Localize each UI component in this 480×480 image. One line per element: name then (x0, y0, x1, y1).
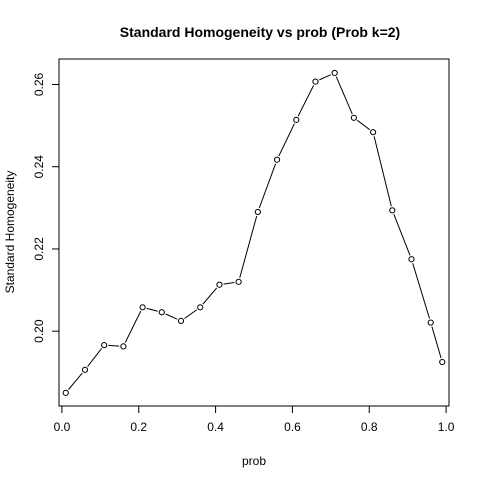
y-tick-label: 0.24 (32, 155, 46, 179)
data-point (312, 78, 319, 85)
y-tick-label: 0.20 (32, 319, 46, 343)
series-line-segment (297, 85, 315, 117)
series-line-segment (393, 214, 411, 256)
series-line-segment (146, 307, 158, 312)
data-point (81, 366, 89, 373)
plot-frame (58, 58, 450, 407)
x-tick-label: 0.8 (361, 420, 378, 434)
data-point (235, 278, 242, 285)
data-point (216, 281, 223, 288)
y-tick-label: 0.22 (32, 237, 46, 261)
y-axis-label: Standard Homogeneity (3, 171, 17, 294)
data-point (389, 207, 396, 214)
data-point (331, 69, 338, 77)
series-line-segment (184, 309, 198, 319)
data-point (158, 309, 165, 316)
x-tick-label: 0.0 (54, 420, 71, 434)
series-line-segment (165, 313, 178, 320)
x-axis: 0.0 0.2 0.4 0.6 0.8 1.0 (54, 405, 455, 434)
series-line-segment (319, 74, 332, 81)
x-tick-label: 0.2 (130, 420, 147, 434)
series-line-segment (202, 287, 218, 305)
data-point (120, 343, 127, 350)
data-point (139, 304, 146, 311)
data-series (62, 69, 446, 396)
series-line-segment (278, 123, 295, 157)
data-point (350, 114, 357, 121)
series-line-segment (108, 344, 120, 347)
x-tick-label: 1.0 (438, 420, 455, 434)
series-line-segment (87, 348, 102, 367)
series-line-segment (356, 119, 371, 131)
series-line-segment (124, 310, 142, 343)
data-point (177, 317, 185, 324)
series-line-segment (373, 136, 392, 207)
y-axis: 0.20 0.22 0.24 0.26 (32, 72, 60, 343)
data-point (427, 319, 434, 326)
data-point (197, 304, 204, 311)
series-line-segment (239, 215, 258, 278)
data-point (62, 389, 69, 396)
series-line-segment (68, 372, 83, 390)
data-point (439, 358, 446, 366)
data-point (369, 129, 377, 136)
data-point (273, 156, 281, 163)
data-point (101, 342, 108, 349)
data-point (408, 256, 415, 263)
series-line-segment (431, 326, 442, 359)
y-tick-label: 0.26 (32, 72, 46, 96)
chart-title: Standard Homogeneity vs prob (Prob k=2) (120, 24, 400, 40)
x-tick-label: 0.6 (284, 420, 301, 434)
series-line-segment (223, 281, 235, 285)
data-point (293, 116, 300, 123)
series-line-segment (412, 263, 430, 319)
x-axis-label: prob (242, 454, 266, 468)
x-tick-label: 0.4 (207, 420, 224, 434)
data-point (254, 208, 261, 216)
series-line-segment (335, 76, 353, 115)
series-line-segment (258, 163, 277, 209)
